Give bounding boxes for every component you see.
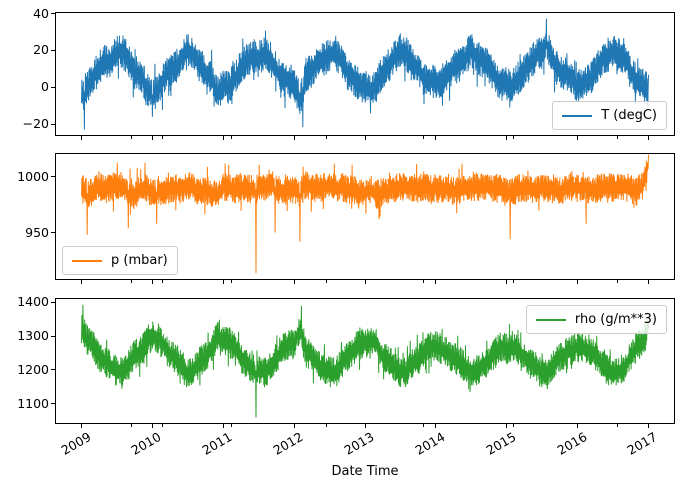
x-tick: [293, 424, 295, 428]
legend-pressure: p (mbar): [62, 246, 178, 275]
x-tick: [364, 280, 366, 284]
x-tick: [151, 136, 153, 140]
x-minor-tick: [512, 280, 514, 283]
y-tick-label: 950: [25, 224, 49, 240]
x-tick: [364, 424, 366, 428]
x-minor-tick: [161, 280, 163, 283]
x-minor-tick: [130, 136, 132, 139]
x-tick: [435, 136, 437, 140]
x-tick: [151, 280, 153, 284]
density-line: [81, 304, 649, 418]
x-minor-tick: [130, 280, 132, 283]
x-minor-tick: [616, 136, 618, 139]
x-tick: [577, 136, 579, 140]
x-minor-tick: [130, 424, 132, 427]
x-tick-label: 2011: [199, 429, 235, 458]
x-minor-tick: [423, 424, 425, 427]
y-tick-label: 1400: [17, 294, 49, 310]
temperature-series-plot: [81, 18, 649, 130]
x-minor-tick: [512, 136, 514, 139]
x-tick: [222, 424, 224, 428]
y-tick: [51, 403, 55, 405]
x-minor-tick: [161, 136, 163, 139]
x-minor-tick: [423, 136, 425, 139]
legend-label-density: rho (g/m**3): [574, 312, 657, 327]
y-tick: [51, 123, 55, 125]
x-minor-tick: [231, 280, 233, 283]
y-tick: [51, 49, 55, 51]
x-tick: [577, 280, 579, 284]
y-tick-label: 1000: [17, 168, 49, 184]
x-tick-label: 2012: [270, 429, 306, 458]
pressure-series-plot: [81, 154, 649, 274]
x-tick: [222, 136, 224, 140]
x-tick: [81, 280, 82, 284]
y-tick: [51, 86, 55, 88]
x-tick: [222, 280, 224, 284]
x-tick: [435, 424, 437, 428]
x-tick: [293, 136, 295, 140]
y-tick-label: 1300: [17, 328, 49, 344]
pressure-line: [81, 154, 649, 274]
x-tick: [647, 424, 649, 428]
y-tick: [51, 369, 55, 371]
x-tick-label: 2010: [128, 429, 164, 458]
density-series-plot: [81, 304, 649, 418]
x-minor-tick: [423, 280, 425, 283]
x-minor-tick: [512, 424, 514, 427]
y-tick: [51, 13, 55, 15]
legend-label-temperature: T (degC): [601, 108, 657, 123]
x-tick-label: 2013: [341, 429, 377, 458]
x-minor-tick: [231, 136, 233, 139]
x-tick: [364, 136, 366, 140]
subplot-temperature: [55, 12, 675, 136]
x-tick-label: 2017: [624, 429, 660, 458]
y-tick: [51, 335, 55, 337]
x-tick: [506, 424, 508, 428]
y-tick: [51, 301, 55, 303]
x-tick: [81, 136, 82, 140]
x-minor-tick: [616, 280, 618, 283]
y-tick: [51, 176, 55, 178]
x-tick-label: 2014: [412, 429, 448, 458]
y-tick-label: 1100: [17, 395, 49, 411]
y-tick: [51, 232, 55, 234]
x-tick: [577, 424, 579, 428]
temperature-line: [81, 18, 649, 130]
legend-line-sample-pressure: [72, 259, 102, 262]
legend-temperature: T (degC): [552, 101, 667, 130]
x-tick: [506, 280, 508, 284]
x-tick: [435, 280, 437, 284]
x-axis-title: Date Time: [331, 464, 399, 479]
y-tick-label: 20: [33, 42, 49, 58]
x-tick: [506, 136, 508, 140]
legend-label-pressure: p (mbar): [111, 253, 168, 268]
legend-line-sample-density: [535, 318, 566, 321]
y-tick-label: 40: [33, 5, 49, 21]
x-tick-label: 2016: [554, 429, 590, 458]
legend-density: rho (g/m**3): [525, 305, 667, 334]
y-tick-label: 1200: [17, 361, 49, 377]
x-minor-tick: [325, 280, 327, 283]
x-minor-tick: [231, 424, 233, 427]
x-minor-tick: [161, 424, 163, 427]
x-tick: [293, 280, 295, 284]
legend-line-sample-temperature: [562, 114, 593, 117]
x-tick: [647, 136, 649, 140]
x-minor-tick: [325, 136, 327, 139]
x-tick: [81, 424, 82, 428]
x-minor-tick: [616, 424, 618, 427]
x-tick-label: 2009: [57, 429, 93, 458]
y-tick-label: −20: [22, 116, 49, 132]
y-tick-label: 0: [41, 79, 49, 95]
x-tick: [151, 424, 153, 428]
x-tick-label: 2015: [483, 429, 519, 458]
x-tick: [647, 280, 649, 284]
x-minor-tick: [325, 424, 327, 427]
